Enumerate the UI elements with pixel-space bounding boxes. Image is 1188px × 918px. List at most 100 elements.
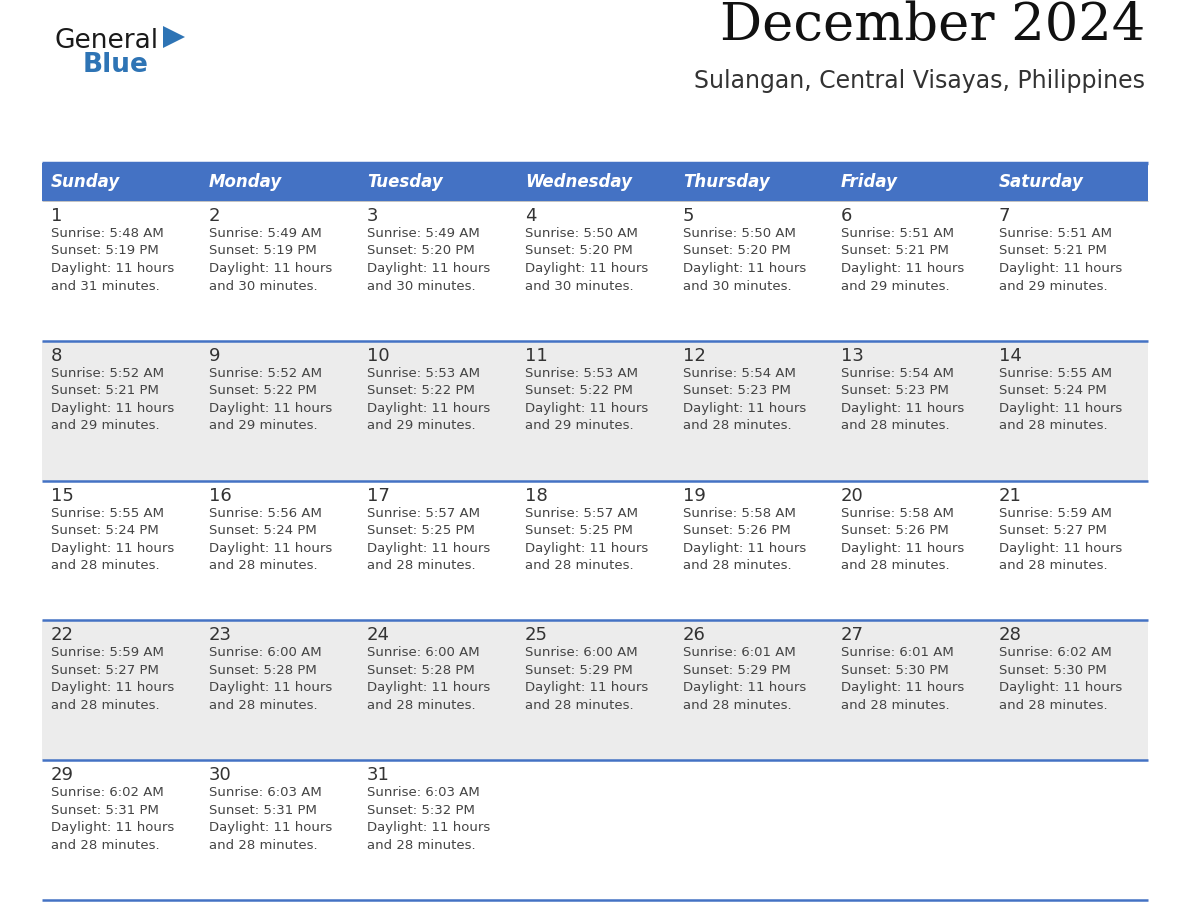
Text: Friday: Friday <box>841 173 898 191</box>
Bar <box>516 341 674 481</box>
Text: 21: 21 <box>999 487 1022 505</box>
Bar <box>358 481 516 621</box>
Text: Sunrise: 6:01 AM: Sunrise: 6:01 AM <box>683 646 796 659</box>
Bar <box>358 621 516 760</box>
Text: 24: 24 <box>367 626 390 644</box>
Text: and 28 minutes.: and 28 minutes. <box>367 839 475 852</box>
Bar <box>674 621 832 760</box>
Text: Sunrise: 5:53 AM: Sunrise: 5:53 AM <box>525 367 638 380</box>
Bar <box>990 163 1148 201</box>
Text: Sunset: 5:23 PM: Sunset: 5:23 PM <box>683 385 791 397</box>
Text: and 29 minutes.: and 29 minutes. <box>209 420 317 432</box>
Text: and 29 minutes.: and 29 minutes. <box>367 420 475 432</box>
Bar <box>832 163 990 201</box>
Text: Sunset: 5:21 PM: Sunset: 5:21 PM <box>999 244 1107 258</box>
Text: Thursday: Thursday <box>683 173 770 191</box>
Text: Sunrise: 6:02 AM: Sunrise: 6:02 AM <box>51 786 164 800</box>
Text: 13: 13 <box>841 347 864 364</box>
Text: 22: 22 <box>51 626 74 644</box>
Bar <box>42 760 200 900</box>
Text: and 29 minutes.: and 29 minutes. <box>999 279 1107 293</box>
Text: Sunrise: 5:50 AM: Sunrise: 5:50 AM <box>683 227 796 240</box>
Text: 19: 19 <box>683 487 706 505</box>
Text: 28: 28 <box>999 626 1022 644</box>
Bar <box>200 760 358 900</box>
Text: Sunset: 5:19 PM: Sunset: 5:19 PM <box>209 244 317 258</box>
Bar <box>516 481 674 621</box>
Text: Daylight: 11 hours: Daylight: 11 hours <box>841 402 965 415</box>
Text: Daylight: 11 hours: Daylight: 11 hours <box>999 262 1123 275</box>
Text: 7: 7 <box>999 207 1011 225</box>
Text: Sunset: 5:24 PM: Sunset: 5:24 PM <box>209 524 317 537</box>
Text: Sunrise: 5:49 AM: Sunrise: 5:49 AM <box>209 227 322 240</box>
Text: Sunrise: 6:00 AM: Sunrise: 6:00 AM <box>367 646 480 659</box>
Text: Sunset: 5:28 PM: Sunset: 5:28 PM <box>209 664 317 677</box>
Text: Daylight: 11 hours: Daylight: 11 hours <box>367 262 491 275</box>
Text: Sunrise: 6:00 AM: Sunrise: 6:00 AM <box>209 646 322 659</box>
Bar <box>832 760 990 900</box>
Text: 17: 17 <box>367 487 390 505</box>
Text: Daylight: 11 hours: Daylight: 11 hours <box>209 822 333 834</box>
Bar <box>358 341 516 481</box>
Text: Daylight: 11 hours: Daylight: 11 hours <box>841 681 965 694</box>
Text: Wednesday: Wednesday <box>525 173 632 191</box>
Text: Sunrise: 5:55 AM: Sunrise: 5:55 AM <box>51 507 164 520</box>
Text: Sunrise: 6:03 AM: Sunrise: 6:03 AM <box>209 786 322 800</box>
Text: Sunset: 5:25 PM: Sunset: 5:25 PM <box>525 524 633 537</box>
Text: and 28 minutes.: and 28 minutes. <box>209 839 317 852</box>
Text: Sunrise: 6:03 AM: Sunrise: 6:03 AM <box>367 786 480 800</box>
Text: 20: 20 <box>841 487 864 505</box>
Text: 16: 16 <box>209 487 232 505</box>
Text: and 28 minutes.: and 28 minutes. <box>841 559 949 572</box>
Text: Sunset: 5:24 PM: Sunset: 5:24 PM <box>51 524 159 537</box>
Text: and 28 minutes.: and 28 minutes. <box>367 699 475 711</box>
Text: and 28 minutes.: and 28 minutes. <box>209 559 317 572</box>
Text: Sunrise: 5:54 AM: Sunrise: 5:54 AM <box>683 367 796 380</box>
Text: and 30 minutes.: and 30 minutes. <box>367 279 475 293</box>
Text: Sunset: 5:20 PM: Sunset: 5:20 PM <box>683 244 791 258</box>
Text: Sunrise: 5:53 AM: Sunrise: 5:53 AM <box>367 367 480 380</box>
Text: 1: 1 <box>51 207 63 225</box>
Text: Sunset: 5:29 PM: Sunset: 5:29 PM <box>525 664 633 677</box>
Text: and 28 minutes.: and 28 minutes. <box>841 699 949 711</box>
Bar <box>200 341 358 481</box>
Text: Sunday: Sunday <box>51 173 120 191</box>
Text: Blue: Blue <box>83 52 148 78</box>
Text: Daylight: 11 hours: Daylight: 11 hours <box>999 402 1123 415</box>
Text: 12: 12 <box>683 347 706 364</box>
Bar <box>358 760 516 900</box>
Text: and 29 minutes.: and 29 minutes. <box>51 420 159 432</box>
Text: Sunrise: 6:00 AM: Sunrise: 6:00 AM <box>525 646 638 659</box>
Text: Daylight: 11 hours: Daylight: 11 hours <box>51 822 175 834</box>
Text: Sunset: 5:20 PM: Sunset: 5:20 PM <box>525 244 633 258</box>
Text: Sunrise: 5:48 AM: Sunrise: 5:48 AM <box>51 227 164 240</box>
Text: Sunset: 5:26 PM: Sunset: 5:26 PM <box>683 524 791 537</box>
Bar <box>832 621 990 760</box>
Text: Sunrise: 5:59 AM: Sunrise: 5:59 AM <box>999 507 1112 520</box>
Text: 23: 23 <box>209 626 232 644</box>
Text: 8: 8 <box>51 347 63 364</box>
Text: and 28 minutes.: and 28 minutes. <box>525 699 633 711</box>
Bar <box>358 201 516 341</box>
Bar <box>200 201 358 341</box>
Bar <box>832 481 990 621</box>
Text: 26: 26 <box>683 626 706 644</box>
Text: Daylight: 11 hours: Daylight: 11 hours <box>999 681 1123 694</box>
Text: Daylight: 11 hours: Daylight: 11 hours <box>999 542 1123 554</box>
Text: Daylight: 11 hours: Daylight: 11 hours <box>525 262 649 275</box>
Bar <box>832 341 990 481</box>
Bar <box>516 760 674 900</box>
Bar <box>42 163 200 201</box>
Text: 3: 3 <box>367 207 379 225</box>
Text: and 30 minutes.: and 30 minutes. <box>209 279 317 293</box>
Bar <box>42 341 200 481</box>
Text: Daylight: 11 hours: Daylight: 11 hours <box>367 402 491 415</box>
Text: Daylight: 11 hours: Daylight: 11 hours <box>683 262 807 275</box>
Text: and 28 minutes.: and 28 minutes. <box>841 420 949 432</box>
Text: Daylight: 11 hours: Daylight: 11 hours <box>367 822 491 834</box>
Text: Sunrise: 5:57 AM: Sunrise: 5:57 AM <box>367 507 480 520</box>
Text: and 29 minutes.: and 29 minutes. <box>841 279 949 293</box>
Bar <box>990 201 1148 341</box>
Text: Daylight: 11 hours: Daylight: 11 hours <box>525 402 649 415</box>
Text: 2: 2 <box>209 207 221 225</box>
